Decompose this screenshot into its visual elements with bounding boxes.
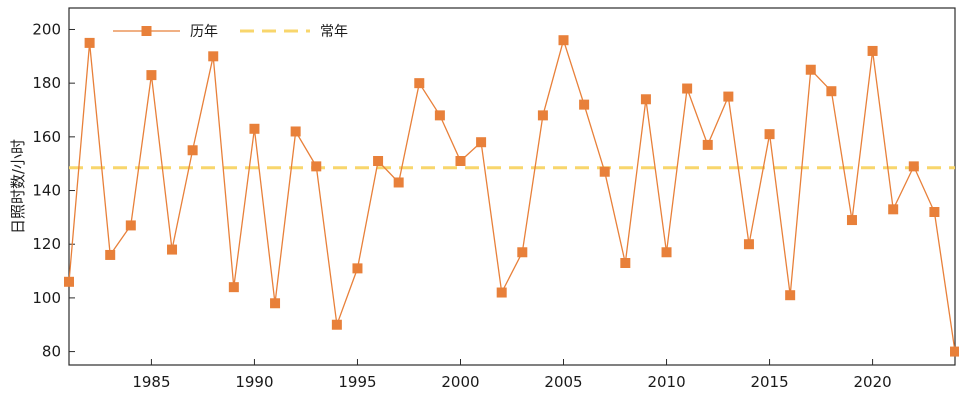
data-point [290,126,301,137]
data-point [537,110,548,121]
data-point [352,263,363,274]
data-point [723,91,734,102]
data-point [311,161,322,172]
data-point [393,177,404,188]
data-point [455,156,466,166]
data-point [270,298,281,309]
data-point [867,45,878,56]
data-point [661,247,672,258]
x-tick-label: 2010 [647,373,685,391]
data-point [476,137,487,148]
data-point [908,161,919,172]
data-point [764,129,775,140]
data-point [702,139,713,150]
data-point [64,276,74,287]
x-tick-label: 2005 [544,373,582,391]
data-point [373,156,384,166]
y-axis-label: 日照时数/小时 [9,139,27,234]
data-point [579,99,590,110]
data-point [826,86,837,97]
x-tick-label: 1990 [235,373,273,391]
y-tick-label: 140 [32,182,61,200]
data-point [929,207,940,217]
y-tick-label: 180 [32,74,61,92]
data-point [950,346,959,357]
data-point [620,258,631,268]
legend-annual-marker [141,26,152,36]
data-point [846,215,857,226]
y-tick-label: 200 [32,20,61,38]
y-tick-label: 120 [32,235,61,253]
data-point [805,64,816,75]
data-point [146,70,157,81]
data-point [434,110,445,121]
x-tick-label: 1985 [132,373,170,391]
data-point [640,94,651,105]
x-tick-label: 2020 [853,373,891,391]
x-tick-label: 1995 [338,373,376,391]
y-tick-label: 160 [32,128,61,146]
data-point [84,37,95,48]
data-point [249,123,260,134]
data-point [208,51,219,62]
y-tick-label: 80 [42,343,61,361]
legend-annual-label: 历年 [190,24,218,40]
data-point [187,145,198,156]
data-point [888,204,899,215]
data-point [496,287,507,298]
x-tick-label: 2015 [750,373,788,391]
data-point [125,220,136,231]
data-point [558,35,569,46]
y-tick-label: 100 [32,289,61,307]
data-point [517,247,528,258]
data-point [743,239,754,250]
data-point [105,249,116,260]
series-annual-line [68,37,956,352]
data-point [331,319,342,330]
data-point [414,78,425,89]
x-tick-label: 2000 [441,373,479,391]
data-point [682,83,693,94]
legend-normal-label: 常年 [320,24,348,40]
data-point [228,282,239,293]
data-point [785,290,796,301]
plot-frame [68,7,956,366]
data-point [599,166,610,177]
data-point [167,244,178,255]
